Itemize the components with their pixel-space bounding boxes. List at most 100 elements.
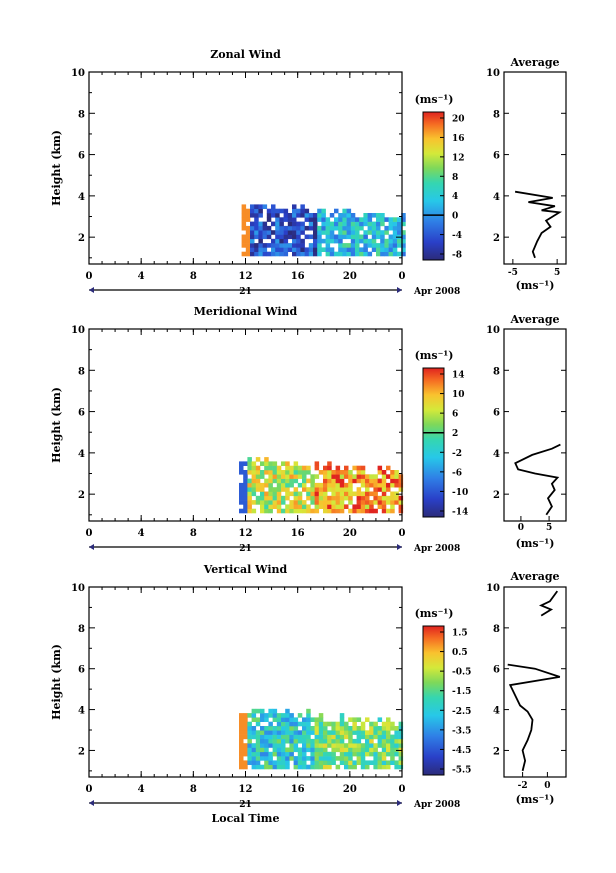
heatmap-cell bbox=[308, 217, 314, 222]
heatmap-cell bbox=[310, 474, 315, 479]
heatmap-cell bbox=[338, 238, 343, 244]
heatmap-cell bbox=[283, 238, 289, 244]
heatmap-cell bbox=[318, 738, 324, 744]
heatmap-cell bbox=[272, 495, 278, 501]
heatmap-cell bbox=[250, 251, 255, 257]
heatmap-cell bbox=[306, 747, 311, 753]
heatmap-cell bbox=[338, 234, 343, 240]
heatmap-cell bbox=[243, 482, 248, 488]
heatmap-cell bbox=[247, 734, 252, 740]
heatmap-cell bbox=[292, 221, 297, 227]
heatmap-cell bbox=[339, 751, 345, 757]
heatmap-cell bbox=[239, 491, 244, 497]
heatmap-cell bbox=[268, 743, 273, 748]
date-axis-start-marker bbox=[89, 287, 94, 293]
heatmap-cell bbox=[356, 738, 362, 744]
heatmap-cell bbox=[376, 213, 381, 218]
heatmap-cell bbox=[363, 217, 368, 222]
heatmap-cell bbox=[339, 487, 345, 492]
panel-title: Zonal Wind bbox=[210, 48, 281, 61]
date-month-label: Apr 2008 bbox=[413, 800, 460, 810]
heatmap-cell bbox=[268, 508, 273, 514]
heatmap-cell bbox=[300, 204, 305, 209]
heatmap-cell bbox=[247, 500, 252, 505]
heatmap-cell bbox=[300, 243, 305, 248]
heatmap-cell bbox=[310, 756, 315, 761]
heatmap-cell bbox=[377, 500, 383, 505]
heatmap-cell bbox=[283, 208, 289, 214]
heatmap-cell bbox=[260, 508, 265, 514]
date-day-label: 21 bbox=[239, 544, 252, 554]
heatmap-cell bbox=[331, 721, 336, 727]
heatmap-cell bbox=[281, 482, 286, 488]
panel-2: Meridional Wind 2 4 6 8 10 Height (km) 0 4 8 12 16 2… bbox=[50, 305, 567, 554]
heatmap-cell bbox=[272, 470, 278, 475]
heatmap-cell bbox=[323, 760, 328, 765]
heatmap-cell bbox=[279, 251, 284, 257]
heatmap-cell bbox=[264, 764, 269, 770]
heatmap-cell bbox=[293, 470, 299, 475]
heatmap-cell bbox=[283, 234, 289, 240]
heatmap-cell bbox=[304, 247, 310, 252]
heatmap-cell bbox=[317, 247, 322, 252]
heatmap-cell bbox=[365, 478, 370, 484]
heatmap bbox=[239, 708, 404, 770]
heatmap-cell bbox=[281, 717, 286, 722]
heatmap-cell bbox=[344, 734, 349, 740]
heatmap-cell bbox=[334, 217, 339, 222]
heatmap-cell bbox=[323, 504, 328, 509]
heatmap-cell bbox=[317, 243, 322, 248]
heatmap-cell bbox=[262, 204, 268, 209]
heatmap-cell bbox=[334, 238, 339, 244]
heatmap-cell bbox=[356, 726, 362, 731]
heatmap-cell bbox=[344, 760, 349, 765]
heatmap-cell bbox=[306, 487, 311, 492]
heatmap-cell bbox=[272, 726, 278, 731]
heatmap-cell bbox=[318, 760, 324, 765]
heatmap-cell bbox=[285, 482, 290, 488]
heatmap-cell bbox=[306, 743, 311, 748]
heatmap-cell bbox=[352, 751, 357, 757]
heatmap-cell bbox=[338, 221, 343, 227]
heatmap-cell bbox=[264, 734, 269, 740]
heatmap-cell bbox=[318, 751, 324, 757]
heatmap-cell bbox=[321, 238, 326, 244]
heatmap-cell bbox=[276, 491, 282, 497]
heatmap-cell bbox=[359, 225, 364, 231]
heatmap-cell bbox=[264, 726, 269, 731]
heatmap-cell bbox=[243, 461, 248, 466]
heatmap-cell bbox=[250, 234, 255, 240]
heatmap-cell bbox=[266, 217, 272, 222]
heatmap-cell bbox=[281, 713, 286, 718]
heatmap-cell bbox=[348, 487, 353, 492]
heatmap-cell bbox=[384, 230, 389, 235]
heatmap-cell bbox=[268, 500, 273, 505]
heatmap-cell bbox=[296, 251, 301, 257]
heatmap-cell bbox=[377, 764, 383, 770]
heatmap-cell bbox=[369, 491, 374, 497]
heatmap-cell bbox=[296, 213, 301, 218]
heatmap-cell bbox=[276, 734, 282, 740]
heatmap-cell bbox=[275, 230, 280, 235]
heatmap-cell bbox=[264, 491, 269, 497]
heatmap-cell bbox=[376, 243, 381, 248]
heatmap-cell bbox=[276, 760, 282, 765]
heatmap-cell bbox=[331, 491, 336, 497]
heatmap-cell bbox=[371, 225, 377, 231]
heatmap-cell bbox=[348, 482, 353, 488]
heatmap-cell bbox=[260, 713, 265, 718]
heatmap-cell bbox=[388, 217, 394, 222]
heatmap-cell bbox=[335, 726, 341, 731]
heatmap-cell bbox=[258, 238, 263, 244]
heatmap-cell bbox=[297, 713, 303, 718]
heatmap-cell bbox=[346, 225, 352, 231]
heatmap-cell bbox=[335, 504, 341, 509]
heatmap-cell bbox=[369, 760, 374, 765]
heatmap-cell bbox=[339, 734, 345, 740]
heatmap-cell bbox=[386, 734, 391, 740]
heatmap-cell bbox=[268, 760, 273, 765]
heatmap-cell bbox=[254, 251, 259, 257]
heatmap-cell bbox=[289, 743, 294, 748]
heatmap-cell bbox=[313, 238, 318, 244]
heatmap-cell bbox=[360, 508, 366, 514]
